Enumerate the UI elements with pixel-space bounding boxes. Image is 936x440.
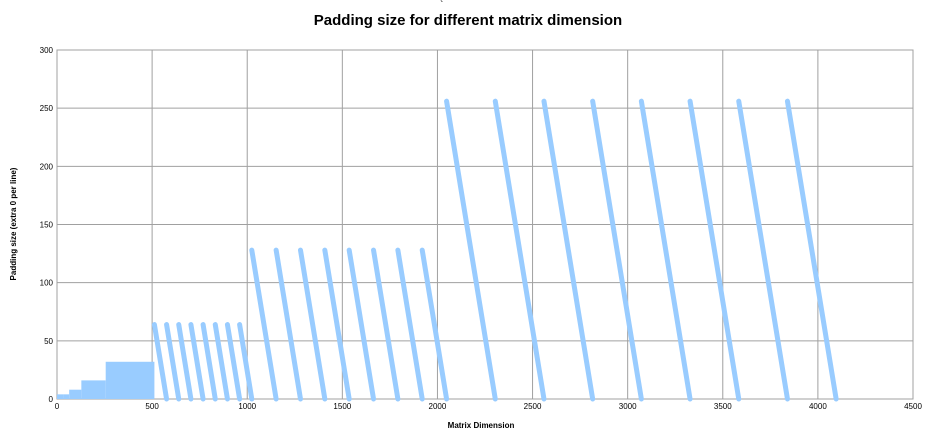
data-point-band xyxy=(105,361,155,399)
data-point-run xyxy=(200,322,218,402)
x-tick-label: 4000 xyxy=(809,402,827,411)
y-tick-label: 150 xyxy=(40,221,54,230)
data-point-run xyxy=(492,98,547,402)
data-point-run xyxy=(419,247,450,402)
data-point-band xyxy=(57,394,64,399)
x-tick-label: 4500 xyxy=(904,402,922,411)
x-tick-label: 3000 xyxy=(619,402,637,411)
data-point-run xyxy=(237,322,255,402)
data-point-run xyxy=(224,322,243,402)
stray-mark: ` xyxy=(440,0,444,11)
data-point-run xyxy=(638,98,693,402)
chart-title: Padding size for different matrix dimens… xyxy=(313,12,623,29)
data-point-run xyxy=(322,247,352,402)
data-point-run xyxy=(784,98,839,402)
data-point-run xyxy=(249,247,279,402)
x-axis-label: Matrix Dimension xyxy=(448,421,515,430)
x-axis-ticks: 0 500 1000 1500 2000 2500 3000 3500 4000 4500 xyxy=(55,402,923,411)
data-point-run xyxy=(188,322,206,402)
data-point-run xyxy=(444,98,498,402)
y-tick-label: 300 xyxy=(40,46,54,55)
data-point-run xyxy=(297,247,328,402)
data-point-run xyxy=(164,322,182,402)
x-tick-label: 0 xyxy=(55,402,60,411)
data-point-run xyxy=(590,98,644,402)
data-marks xyxy=(57,98,839,402)
x-tick-label: 2000 xyxy=(429,402,447,411)
x-tick-label: 500 xyxy=(145,402,159,411)
data-point-band xyxy=(63,394,70,399)
x-tick-label: 3500 xyxy=(714,402,732,411)
y-tick-label: 200 xyxy=(40,162,54,171)
y-tick-label: 50 xyxy=(44,337,53,346)
data-point-band xyxy=(69,389,82,399)
data-point-run xyxy=(346,247,377,402)
x-tick-label: 1500 xyxy=(333,402,351,411)
plot-area xyxy=(56,49,914,400)
data-point-run xyxy=(151,322,170,402)
y-tick-label: 100 xyxy=(40,279,54,288)
data-point-run xyxy=(687,98,742,402)
data-point-band xyxy=(81,380,106,399)
data-point-run xyxy=(736,98,790,402)
x-tick-label: 2500 xyxy=(524,402,542,411)
y-axis-ticks: 0 50 100 150 200 250 300 xyxy=(40,46,54,404)
data-point-run xyxy=(541,98,596,402)
data-point-run xyxy=(395,247,425,402)
y-tick-label: 250 xyxy=(40,104,54,113)
data-point-run xyxy=(273,247,303,402)
data-point-run xyxy=(212,322,230,402)
data-point-run xyxy=(371,247,401,402)
x-tick-label: 1000 xyxy=(238,402,256,411)
y-axis-label: Padding size (extra 0 per line) xyxy=(9,167,18,280)
y-tick-label: 0 xyxy=(49,395,54,404)
plot-border xyxy=(56,49,914,400)
data-point-run xyxy=(176,322,194,402)
